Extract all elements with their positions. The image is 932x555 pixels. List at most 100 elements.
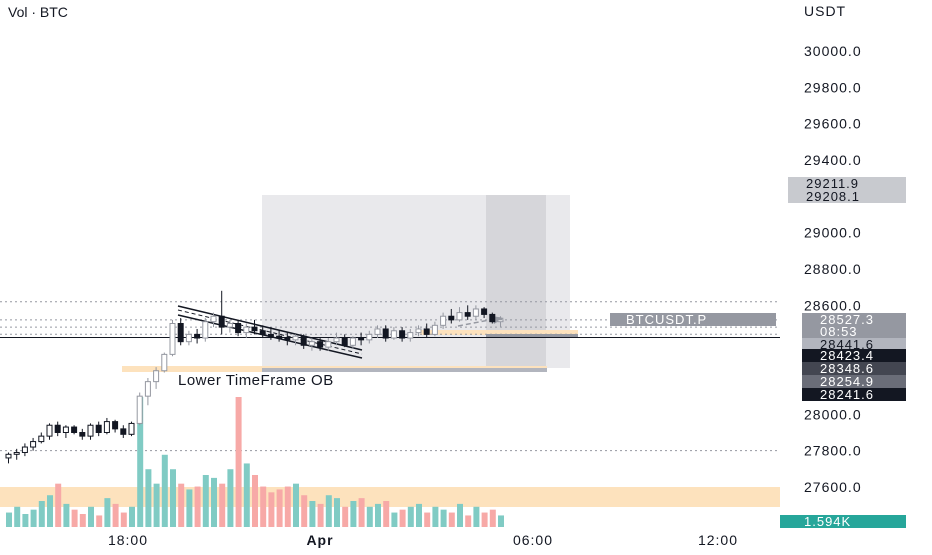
- candle: [374, 325, 381, 339]
- y-tick-label: 28800.0: [804, 261, 862, 277]
- volume-bar: [104, 498, 111, 527]
- candle: [456, 307, 463, 322]
- candle: [489, 312, 496, 324]
- volume-bar: [14, 506, 21, 527]
- candle: [440, 312, 447, 329]
- candle: [87, 423, 94, 440]
- volume-bar: [457, 503, 463, 527]
- volume-bar: [170, 469, 176, 527]
- candle: [30, 437, 37, 451]
- y-axis: 30000.0 29800.0 29600.0 29400.0 29000.0 28800…: [804, 43, 862, 495]
- volume-bar: [309, 501, 316, 527]
- price-tag: 1.594K: [780, 514, 906, 529]
- price-tag: BTCUSDT.P: [610, 312, 776, 327]
- volume-bar: [178, 483, 185, 527]
- y-tick-label: 28000.0: [804, 406, 862, 422]
- minor-zone: [420, 330, 578, 335]
- volume-bar: [489, 509, 496, 527]
- projection-zone-highlight: [486, 195, 546, 368]
- volume-bar: [432, 506, 439, 527]
- price-tag: 28441.6: [802, 337, 906, 352]
- price-tag: 29211.9: [788, 176, 906, 191]
- volume-bar: [227, 469, 234, 527]
- price-tag: 08:53: [802, 324, 906, 339]
- x-tick-label: 18:00: [108, 532, 148, 548]
- volume-bar: [416, 503, 422, 527]
- volume-bar: [375, 503, 381, 527]
- candle: [161, 352, 168, 373]
- candle: [259, 325, 266, 339]
- indicator-title: Vol · BTC: [8, 4, 68, 20]
- candle: [120, 425, 127, 438]
- price-tag: 29208.1: [788, 189, 906, 204]
- svg-text:28527.3: 28527.3: [820, 312, 874, 327]
- candle: [415, 325, 422, 337]
- candle: [54, 421, 61, 437]
- svg-text:BTCUSDT.P: BTCUSDT.P: [626, 312, 707, 327]
- candle: [341, 334, 348, 348]
- volume-bar: [424, 512, 431, 527]
- candle: [464, 305, 471, 320]
- volume-bar: [55, 483, 62, 527]
- volume-bar: [161, 454, 168, 527]
- volume-bar: [325, 495, 332, 527]
- candle: [390, 327, 397, 340]
- volume-bar: [350, 501, 357, 527]
- volume-bar: [334, 498, 340, 527]
- volume-bar: [6, 512, 12, 527]
- candle: [284, 332, 291, 346]
- volume-bar: [211, 477, 217, 527]
- volume-bar: [63, 503, 70, 527]
- volume-bar: [96, 515, 103, 527]
- volume-bar: [47, 495, 53, 527]
- ob-label: Lower TimeFrame OB: [178, 372, 334, 389]
- price-tag: 28348.6: [802, 361, 906, 376]
- svg-text:28348.6: 28348.6: [820, 361, 874, 376]
- volume-bar: [260, 486, 267, 527]
- x-tick-label: 06:00: [513, 532, 553, 548]
- candle: [276, 330, 283, 342]
- volume-bar: [112, 503, 119, 527]
- volume-bar: [30, 509, 37, 527]
- volume-bar: [366, 506, 373, 527]
- price-tag: 28241.6: [802, 387, 906, 402]
- candle: [112, 419, 119, 433]
- volume-bar: [219, 483, 226, 527]
- candle: [325, 338, 332, 351]
- y-tick-label: 29600.0: [804, 116, 862, 132]
- candle: [128, 421, 135, 437]
- candle: [349, 336, 356, 349]
- candle: [79, 428, 86, 440]
- candle: [202, 318, 209, 342]
- candle: [448, 308, 455, 324]
- candle: [481, 307, 488, 319]
- candle: [46, 423, 53, 440]
- candle: [423, 323, 430, 339]
- candle: [5, 452, 12, 464]
- volume-bar: [235, 397, 242, 527]
- candle: [185, 330, 192, 346]
- candle: [431, 321, 438, 337]
- volume-bar: [301, 495, 308, 527]
- candle: [333, 332, 340, 346]
- volume-bar: [79, 514, 86, 527]
- candle: [153, 367, 160, 389]
- volume-bar: [252, 475, 258, 527]
- volume-bar: [202, 475, 209, 527]
- volume-bar: [129, 506, 135, 527]
- volume-bar: [186, 489, 193, 527]
- candle: [317, 338, 324, 351]
- volume-bar: [120, 512, 127, 527]
- volume-bar: [448, 512, 455, 527]
- candle: [358, 332, 365, 346]
- price-tag: 28527.3: [802, 312, 906, 327]
- volume-bar: [137, 397, 144, 527]
- svg-text:08:53: 08:53: [820, 324, 858, 339]
- candle: [62, 425, 69, 438]
- minor-zone-edge: [486, 334, 578, 338]
- candle: [472, 305, 479, 320]
- volume-bar: [440, 509, 447, 527]
- candle: [169, 319, 176, 357]
